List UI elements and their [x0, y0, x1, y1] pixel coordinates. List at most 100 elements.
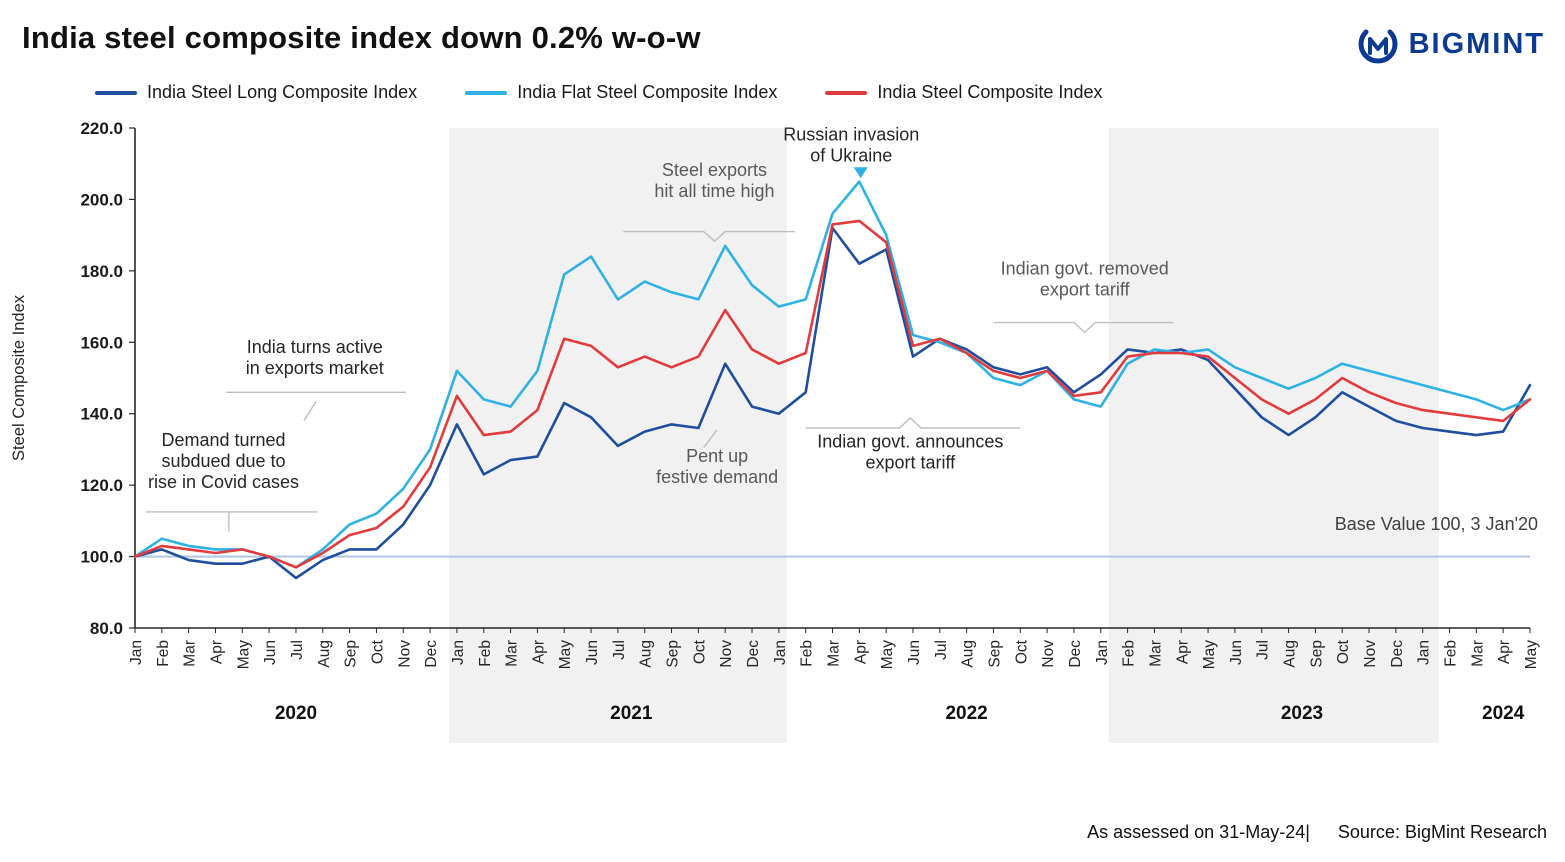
x-axis-month-label: Oct	[691, 639, 708, 664]
x-axis-month-label: Jan	[772, 640, 789, 665]
bigmint-logo: BIGMINT	[1356, 20, 1545, 66]
x-axis-month-label: Oct	[1013, 639, 1030, 664]
y-axis-tick-label: 120.0	[80, 476, 123, 495]
year-label-2024: 2024	[1482, 703, 1525, 724]
year-label-2023: 2023	[1281, 703, 1323, 724]
annotation-covid-demand: subdued due to	[161, 451, 285, 471]
x-axis-month-label: Apr	[1174, 640, 1191, 664]
x-axis-month-label: Aug	[1282, 640, 1299, 668]
x-axis-month-label: Feb	[1121, 640, 1138, 667]
annotation-tariff-announce: Indian govt. announces	[817, 432, 1003, 452]
annotation-connector	[303, 400, 317, 422]
x-axis-month-label: Nov	[1362, 640, 1379, 668]
series-india-flat-steel-composite-index	[133, 180, 1532, 569]
assessed-date: As assessed on 31-May-24|	[1087, 822, 1310, 842]
legend-label: India Steel Long Composite Index	[147, 82, 418, 102]
x-axis-month-label: Mar	[1469, 640, 1486, 667]
page-title: India steel composite index down 0.2% w-…	[22, 20, 701, 55]
annotation-russia-invasion: Russian invasion	[783, 125, 919, 145]
x-axis-month-label: May	[557, 640, 574, 670]
x-axis-month-label: Apr	[852, 640, 869, 664]
annotation-tariff-removed: Indian govt. removed	[1001, 258, 1169, 278]
header: India steel composite index down 0.2% w-…	[0, 0, 1565, 66]
x-axis-month-label: Sep	[986, 640, 1003, 668]
y-axis-tick-label: 100.0	[80, 548, 123, 567]
annotation-connector	[993, 321, 1174, 334]
annotation-tariff-removed: export tariff	[1040, 279, 1131, 299]
x-axis-month-label: Sep	[1308, 640, 1325, 668]
x-axis-month-label: Sep	[343, 640, 360, 668]
x-axis-month-label: Mar	[182, 640, 199, 667]
x-axis-month-label: Nov	[396, 640, 413, 668]
annotation-exports-high: hit all time high	[654, 181, 774, 201]
x-axis-month-label: Dec	[745, 640, 762, 668]
x-axis-month-label: Jun	[1228, 640, 1245, 665]
x-axis-month-label: Aug	[638, 640, 655, 668]
brand-name: BIGMINT	[1408, 27, 1545, 60]
x-axis-month-label: Mar	[504, 640, 521, 667]
x-axis-month-label: Feb	[1443, 640, 1460, 667]
x-axis-month-label: Jul	[933, 640, 950, 660]
source-credit: Source: BigMint Research	[1337, 822, 1547, 842]
annotation-exports-active: in exports market	[246, 358, 384, 378]
legend-swatch	[465, 90, 508, 95]
chart-legend: India Steel Long Composite Index India Fl…	[95, 82, 1565, 103]
x-axis-month-label: Jun	[584, 640, 601, 665]
annotation-covid-demand: Demand turned	[161, 430, 285, 450]
x-axis-month-label: Jul	[1255, 640, 1272, 660]
x-axis-month-label: Dec	[423, 640, 440, 668]
page: India steel composite index down 0.2% w-…	[0, 0, 1565, 843]
x-axis-month-label: Apr	[1496, 640, 1513, 664]
legend-item-india-steel-long-composite-index: India Steel Long Composite Index	[95, 82, 417, 103]
legend-item-india-steel-composite-index: India Steel Composite Index	[825, 82, 1102, 103]
legend-label: India Steel Composite Index	[877, 82, 1103, 102]
annotation-russia-invasion: of Ukraine	[810, 146, 892, 166]
x-axis-month-label: Jun	[262, 640, 279, 665]
x-axis-month-label: May	[1523, 640, 1540, 670]
y-axis-title: Steel Composite Index	[10, 294, 28, 461]
year-label-2022: 2022	[945, 703, 987, 724]
x-axis-month-label: Oct	[1335, 639, 1352, 664]
x-axis-month-label: Jul	[289, 640, 306, 660]
x-axis-month-label: Nov	[1040, 640, 1057, 668]
peak-marker-triangle	[853, 167, 868, 179]
legend-swatch	[95, 90, 137, 95]
steel-index-chart: 80.0 100.0 120.0 140.0 160.0 180.0 200.0 220.0 J…	[10, 119, 1540, 743]
y-axis-tick-label: 200.0	[80, 190, 123, 209]
x-axis-month-label: Sep	[665, 640, 682, 668]
annotation-exports-high: Steel exports	[662, 160, 767, 180]
legend-item-india-flat-steel-composite-index: India Flat Steel Composite Index	[465, 82, 777, 103]
bigmint-logo-icon	[1358, 29, 1398, 64]
annotation-connector	[805, 417, 1021, 429]
x-axis-month-label: Jan	[1094, 640, 1111, 665]
x-axis-month-label: May	[879, 640, 896, 670]
x-axis-month-label: May	[1201, 640, 1218, 670]
legend-label: India Flat Steel Composite Index	[517, 82, 778, 102]
y-axis-tick-label: 80.0	[90, 619, 123, 638]
x-axis-month-label: Dec	[1067, 640, 1084, 668]
x-axis-month-label: Feb	[477, 640, 494, 667]
x-axis-month-label: Feb	[799, 640, 816, 667]
annotation-tariff-announce: export tariff	[865, 453, 956, 473]
year-label-2021: 2021	[610, 703, 653, 724]
year-band-2021	[448, 128, 787, 743]
y-axis-tick-label: 180.0	[80, 262, 123, 281]
footer: As assessed on 31-May-24| Source: BigMin…	[0, 822, 1565, 843]
annotation-covid-demand: rise in Covid cases	[148, 472, 299, 492]
year-band-2023	[1108, 128, 1439, 743]
x-axis-month-label: Apr	[530, 640, 547, 664]
year-label-2020: 2020	[275, 703, 317, 724]
annotation-exports-active: India turns active	[247, 337, 383, 357]
x-axis-month-label: Jan	[128, 640, 145, 665]
x-axis-month-label: Jun	[906, 640, 923, 665]
annotation-base-value: Base Value 100, 3 Jan'20	[1335, 514, 1538, 534]
x-axis-month-label: Nov	[718, 640, 735, 668]
y-axis-tick-label: 160.0	[80, 333, 123, 352]
x-axis-month-label: Jul	[611, 640, 628, 660]
x-axis-month-label: May	[235, 640, 252, 670]
x-axis-month-label: Jan	[450, 640, 467, 665]
annotation-connector	[623, 230, 795, 243]
x-axis-month-label: Aug	[316, 640, 333, 668]
legend-swatch	[825, 90, 868, 95]
x-axis-month-label: Feb	[155, 640, 172, 667]
